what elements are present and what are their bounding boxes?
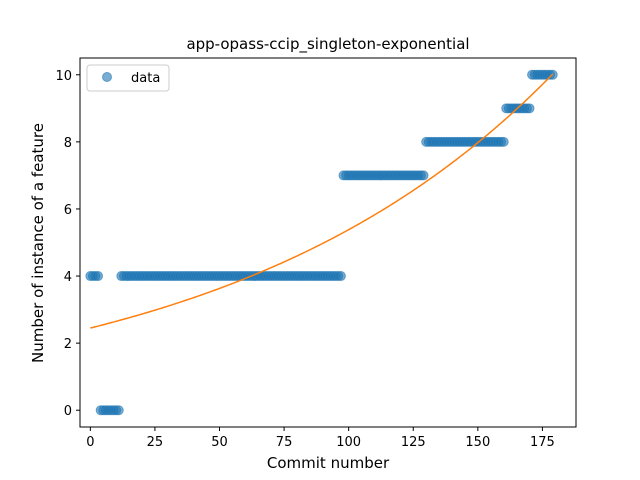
data-point <box>335 271 346 282</box>
x-tick-label: 25 <box>147 435 164 450</box>
x-tick-label: 125 <box>401 435 426 450</box>
data-point <box>498 136 509 147</box>
y-tick-label: 0 <box>64 404 72 419</box>
y-axis-label: Number of instance of a feature <box>29 123 47 363</box>
x-tick-label: 0 <box>86 435 94 450</box>
data-point <box>418 170 429 181</box>
chart-title: app-opass-ccip_singleton-exponential <box>186 35 469 54</box>
fit-line <box>90 73 554 329</box>
x-tick-label: 100 <box>336 435 361 450</box>
data-point <box>524 103 535 114</box>
data-point <box>93 271 104 282</box>
x-tick-label: 175 <box>530 435 555 450</box>
plot-frame <box>79 57 577 428</box>
legend-label-data: data <box>131 71 160 86</box>
y-tick-label: 10 <box>55 69 72 84</box>
y-tick-label: 4 <box>64 270 72 285</box>
data-point <box>113 405 124 416</box>
axes: 0 25 50 75 100 125 150 175 0 2 4 6 8 10 <box>55 69 554 450</box>
x-axis-label: Commit number <box>267 454 390 472</box>
y-tick-label: 8 <box>64 136 72 151</box>
x-tick-label: 75 <box>276 435 293 450</box>
legend: data <box>86 64 170 92</box>
y-tick-label: 2 <box>64 337 72 352</box>
legend-marker <box>102 72 112 82</box>
x-tick-label: 50 <box>211 435 228 450</box>
plot-area <box>85 69 558 416</box>
y-tick-label: 6 <box>64 203 72 218</box>
x-tick-label: 150 <box>465 435 490 450</box>
legend-box <box>86 64 170 92</box>
